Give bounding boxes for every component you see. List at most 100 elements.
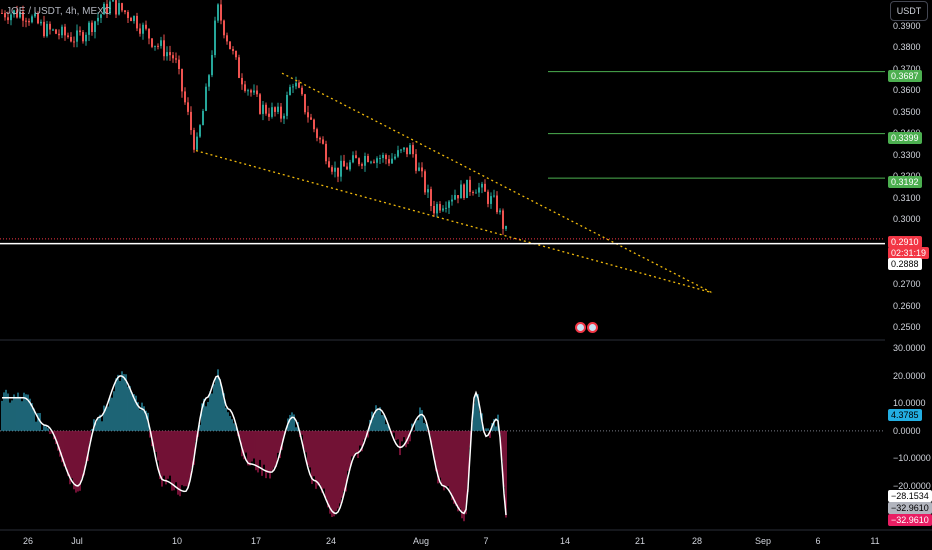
candle-body	[40, 21, 42, 24]
candle-body	[364, 155, 366, 166]
candle-body	[160, 40, 162, 46]
price-tick-label: 0.3800	[893, 42, 921, 53]
economic-events[interactable]	[574, 321, 602, 335]
candle-body	[271, 107, 273, 117]
candle-body	[415, 154, 417, 171]
candle-body	[238, 57, 240, 78]
candle-body	[316, 129, 318, 138]
candle-body	[346, 166, 348, 170]
currency-button[interactable]: USDT	[890, 1, 928, 21]
candle-body	[82, 32, 84, 42]
candle-body	[49, 23, 51, 30]
candle-body	[61, 26, 63, 36]
candle-body	[313, 119, 315, 130]
candle-body	[448, 201, 450, 208]
candle-body	[37, 13, 39, 24]
candle-body	[142, 24, 144, 34]
candle-body	[439, 204, 441, 211]
candle-body	[424, 171, 426, 193]
price-tick-label: 0.3000	[893, 214, 921, 225]
candle-body	[400, 149, 402, 151]
candle-body	[118, 3, 120, 15]
candle-body	[265, 104, 267, 114]
candle-body	[361, 164, 363, 166]
candle-body	[445, 207, 447, 209]
target-1-label: 0.3687	[888, 70, 922, 82]
candle-body	[499, 210, 501, 213]
candle-body	[298, 82, 300, 88]
candle-body	[337, 167, 339, 177]
osc-tick-label: −10.0000	[893, 453, 931, 464]
osc-tick-label: 20.0000	[893, 370, 926, 381]
candle-body	[367, 155, 369, 163]
candle-body	[451, 199, 453, 202]
price-tick-label: 0.2700	[893, 279, 921, 290]
candle-body	[85, 34, 87, 42]
candle-body	[1, 12, 3, 14]
candle-body	[310, 117, 312, 120]
candle-body	[157, 45, 159, 47]
candle-body	[412, 145, 414, 155]
candle-body	[358, 158, 360, 165]
candle-body	[100, 14, 102, 18]
candle-body	[457, 195, 459, 199]
price-tick-label: 0.3700	[893, 63, 921, 74]
candle-body	[427, 189, 429, 193]
candle-body	[232, 49, 234, 51]
candle-body	[103, 3, 105, 15]
candle-body	[262, 104, 264, 114]
candle-body	[460, 184, 462, 199]
candle-body	[373, 161, 375, 163]
candle-body	[196, 136, 198, 150]
time-tick-label: 10	[171, 536, 182, 546]
candle-body	[121, 3, 123, 11]
candle-body	[187, 102, 189, 112]
time-tick-label: 14	[559, 536, 570, 546]
time-tick-label: 17	[250, 536, 261, 546]
candle-body	[256, 90, 258, 95]
price-tick-label: 0.3600	[893, 85, 921, 96]
candle-body	[274, 107, 276, 112]
time-tick-label: 7	[483, 536, 489, 546]
candle-body	[133, 15, 135, 22]
candle-body	[28, 21, 30, 23]
candle-body	[106, 3, 108, 14]
candle-body	[295, 82, 297, 87]
candle-body	[76, 30, 78, 42]
target-2-label: 0.3399	[888, 132, 922, 144]
candle-body	[10, 14, 12, 21]
candle-body	[481, 183, 483, 188]
candle-body	[388, 159, 390, 164]
candle-body	[79, 30, 81, 33]
candle-body	[241, 77, 243, 85]
osc-tick-label: 0.0000	[893, 425, 921, 436]
price-tick-label: 0.2500	[893, 322, 921, 333]
candle-body	[490, 196, 492, 204]
osc-signal-line	[2, 375, 507, 516]
candle-body	[292, 86, 294, 88]
candle-body	[22, 11, 24, 21]
countdown-label: 02:31:19	[888, 247, 930, 259]
candle-body	[13, 10, 15, 15]
candle-body	[406, 147, 408, 155]
candle-body	[394, 156, 396, 159]
candle-body	[355, 155, 357, 159]
price-tick-label: 0.3900	[893, 20, 921, 31]
candle-body	[505, 225, 507, 229]
candle-body	[181, 69, 183, 92]
candle-body	[454, 195, 456, 200]
candle-body	[151, 38, 153, 47]
candle-body	[343, 160, 345, 167]
candle-body	[466, 179, 468, 198]
candle-body	[421, 167, 423, 172]
candle-body	[169, 52, 171, 56]
osc-value-c-label: −32.9610	[888, 514, 932, 526]
candle-body	[370, 161, 372, 163]
candle-body	[148, 28, 150, 39]
event-flag-icon[interactable]	[586, 321, 599, 334]
candle-body	[418, 167, 420, 171]
candle-body	[4, 13, 6, 18]
time-tick-label: Sep	[754, 536, 771, 546]
last-price-label: 0.2910	[888, 236, 922, 248]
